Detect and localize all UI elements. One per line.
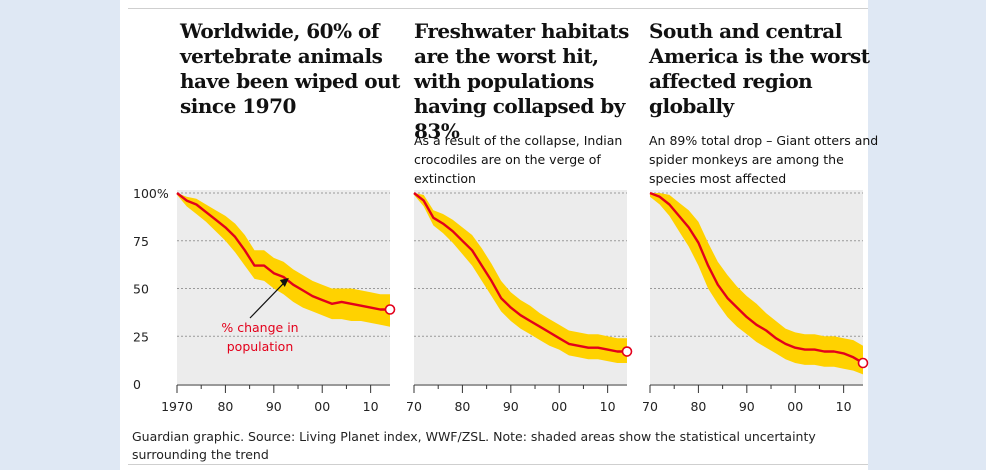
x-tick-label: 00 — [314, 399, 330, 414]
x-tick-label: 90 — [266, 399, 282, 414]
chart-subtitle-south-america: An 89% total drop – Giant otters and spi… — [649, 133, 879, 186]
trend-line — [176, 192, 390, 311]
y-tick-label: 75 — [133, 234, 149, 249]
x-tick-label: 00 — [787, 399, 803, 414]
trend-endpoint — [857, 357, 869, 369]
x-tick-label: 80 — [217, 399, 233, 414]
chart-title-south-america: South and central America is the worst a… — [649, 19, 870, 118]
x-tick-label: 1970 — [161, 399, 193, 414]
annotation-arrow — [249, 282, 285, 319]
x-tick-label: 90 — [739, 399, 755, 414]
trend-endpoint — [621, 346, 633, 357]
y-tick-label: 100% — [133, 186, 169, 201]
x-tick-label: 80 — [454, 399, 470, 414]
uncertainty-band — [177, 193, 390, 327]
bottom-rule — [128, 464, 868, 465]
chart-subtitle-freshwater: As a result of the collapse, Indian croc… — [414, 133, 623, 186]
annotation-label-line2: population — [227, 339, 294, 354]
chart-title-worldwide: Worldwide, 60% of vertebrate animals hav… — [180, 19, 400, 118]
trend-line — [413, 192, 627, 353]
uncertainty-band — [650, 193, 863, 375]
y-tick-label: 50 — [133, 282, 149, 297]
x-tick-label: 90 — [503, 399, 519, 414]
x-tick-label: 70 — [642, 399, 658, 414]
x-tick-label: 80 — [690, 399, 706, 414]
uncertainty-band — [414, 193, 627, 363]
y-tick-label: 0 — [133, 377, 141, 392]
y-tick-label: 25 — [133, 329, 149, 344]
x-tick-label: 10 — [363, 399, 379, 414]
x-tick-label: 70 — [406, 399, 422, 414]
x-tick-label: 10 — [836, 399, 852, 414]
annotation-arrowhead — [279, 278, 289, 288]
x-tick-label: 10 — [600, 399, 616, 414]
chart-title-freshwater: Freshwater habitats are the worst hit, w… — [414, 19, 629, 143]
trend-line — [649, 191, 864, 365]
x-tick-label: 00 — [551, 399, 567, 414]
annotation-label-line1: % change in — [221, 320, 298, 335]
footnote: Guardian graphic. Source: Living Planet … — [132, 429, 816, 462]
trend-endpoint — [384, 304, 396, 315]
top-rule — [128, 8, 868, 9]
